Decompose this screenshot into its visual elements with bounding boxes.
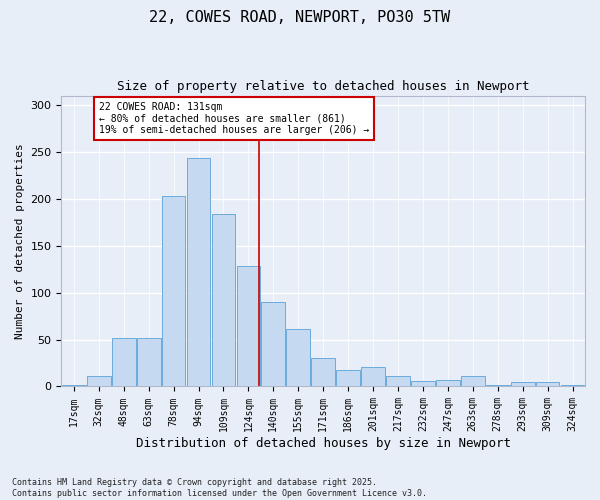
Bar [386, 376, 410, 386]
Bar [486, 384, 509, 386]
Bar [361, 367, 385, 386]
Bar [511, 382, 535, 386]
Bar [212, 214, 235, 386]
Bar [411, 381, 435, 386]
Bar [311, 358, 335, 386]
Bar [262, 302, 285, 386]
Bar [286, 329, 310, 386]
Bar [236, 266, 260, 386]
Text: 22, COWES ROAD, NEWPORT, PO30 5TW: 22, COWES ROAD, NEWPORT, PO30 5TW [149, 10, 451, 25]
Bar [336, 370, 360, 386]
X-axis label: Distribution of detached houses by size in Newport: Distribution of detached houses by size … [136, 437, 511, 450]
Bar [461, 376, 485, 386]
Bar [536, 382, 559, 386]
Text: 22 COWES ROAD: 131sqm
← 80% of detached houses are smaller (861)
19% of semi-det: 22 COWES ROAD: 131sqm ← 80% of detached … [99, 102, 369, 136]
Bar [162, 196, 185, 386]
Title: Size of property relative to detached houses in Newport: Size of property relative to detached ho… [117, 80, 529, 93]
Bar [137, 338, 161, 386]
Y-axis label: Number of detached properties: Number of detached properties [15, 143, 25, 339]
Bar [436, 380, 460, 386]
Bar [187, 158, 211, 386]
Bar [87, 376, 110, 386]
Bar [112, 338, 136, 386]
Text: Contains HM Land Registry data © Crown copyright and database right 2025.
Contai: Contains HM Land Registry data © Crown c… [12, 478, 427, 498]
Bar [560, 384, 584, 386]
Bar [62, 384, 86, 386]
